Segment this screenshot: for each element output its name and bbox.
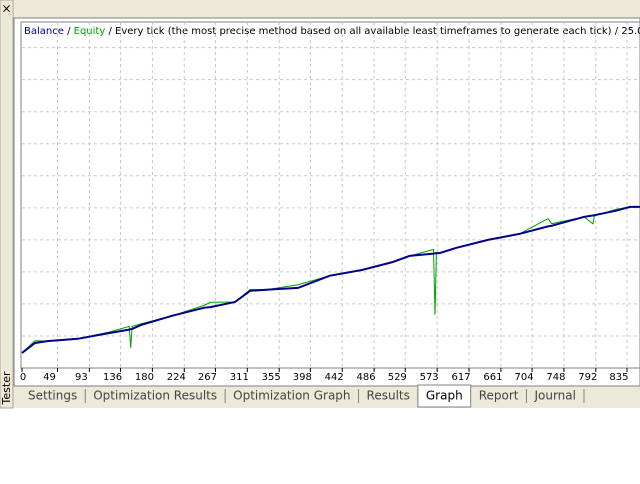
x-tick-label: 617: [451, 372, 470, 383]
legend-balance: Balance: [24, 26, 64, 37]
x-tick-label: 748: [546, 372, 565, 383]
x-tick-label: 267: [198, 372, 217, 383]
separator: /: [108, 26, 112, 37]
x-tick-label: 180: [135, 372, 154, 383]
x-tick-label: 486: [357, 372, 376, 383]
x-tick-label: 224: [167, 372, 186, 383]
x-tick-label: 835: [609, 372, 628, 383]
side-strip: [0, 0, 14, 409]
tab-label: Optimization Graph: [233, 389, 350, 403]
tab[interactable]: Optimization Results: [93, 389, 226, 404]
x-tick-label: 136: [103, 372, 122, 383]
tab[interactable]: Graph: [417, 384, 472, 408]
legend-equity: Equity: [74, 26, 106, 37]
tab-label: Graph: [426, 389, 463, 403]
close-button[interactable]: ×: [1, 2, 11, 16]
tab-label: Journal: [533, 389, 576, 403]
chart-header: Balance / Equity / Every tick (the most …: [24, 26, 640, 37]
x-tick-label: 0: [20, 372, 26, 383]
tab-label: Results: [367, 389, 410, 403]
balance-line: [21, 205, 640, 354]
chart-subtitle: 25.00%: [621, 26, 640, 37]
x-tick-label: 49: [43, 372, 56, 383]
chart-title: Every tick (the most precise method base…: [115, 26, 612, 37]
side-label: Tester: [0, 371, 13, 405]
tab-label: Settings: [28, 389, 77, 403]
x-tick-label: 93: [75, 372, 88, 383]
x-tick-label: 355: [262, 372, 281, 383]
active-tab: [417, 384, 472, 408]
tab-label: Optimization Results: [93, 389, 217, 403]
tab[interactable]: Journal: [533, 389, 585, 404]
x-tick-label: 573: [420, 372, 439, 383]
x-tick-label: 661: [483, 372, 502, 383]
tab[interactable]: Optimization Graph: [233, 389, 360, 404]
x-tick-label: 398: [293, 372, 312, 383]
tab[interactable]: Settings: [28, 389, 86, 404]
x-tick-label: 792: [578, 372, 597, 383]
separator: /: [615, 26, 619, 37]
tab-label: Report: [479, 389, 519, 403]
tab[interactable]: Report: [479, 389, 527, 404]
x-tick-label: 529: [388, 372, 407, 383]
plot-area: [20, 21, 640, 369]
x-tick-label: 311: [230, 372, 249, 383]
x-tick-label: 442: [325, 372, 344, 383]
x-tick-label: 704: [515, 372, 534, 383]
separator: /: [67, 26, 71, 37]
